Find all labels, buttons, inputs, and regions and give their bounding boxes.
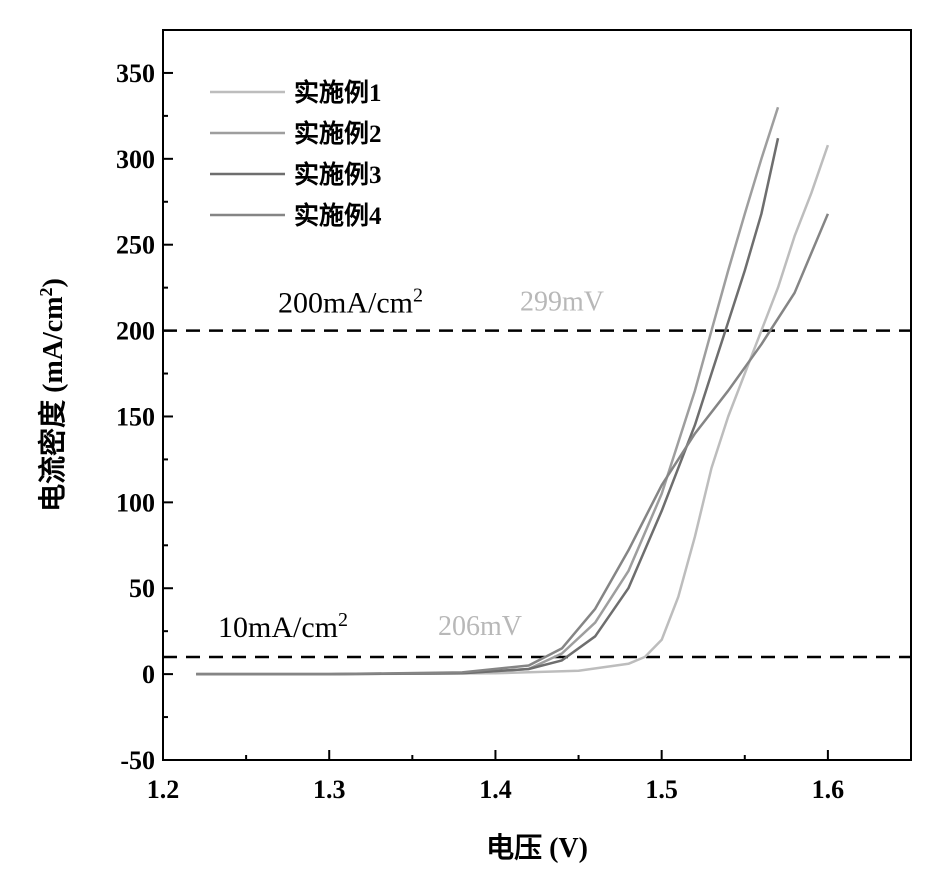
y-tick-label: 300 (116, 145, 155, 174)
series-line-1 (196, 144, 830, 676)
y-tick-label: 50 (129, 574, 155, 603)
plot-frame (162, 29, 912, 761)
y-tick-label: -50 (120, 746, 155, 775)
x-tick-label: 1.4 (479, 775, 512, 804)
x-axis: 1.2 1.3 1.4 1.5 1.6 (147, 750, 844, 804)
y-axis: -50 0 50 100 150 200 250 300 350 (116, 29, 173, 775)
series-lines (196, 106, 830, 676)
x-tick-label: 1.3 (313, 775, 346, 804)
x-tick-label: 1.5 (645, 775, 678, 804)
reference-label-2: 10mA/cm2 (218, 609, 348, 644)
x-tick-label: 1.6 (812, 775, 845, 804)
reference-lines (163, 329, 911, 659)
x-tick-label: 1.2 (147, 775, 180, 804)
reference-label-1: 200mA/cm2 (278, 285, 423, 320)
series-line-4 (196, 213, 830, 676)
y-tick-label: 100 (116, 488, 155, 517)
series-line-3 (196, 137, 780, 676)
y-axis-title-main: 电流密度 (mA/cm (36, 296, 69, 511)
y-tick-label: 0 (142, 660, 155, 689)
series-line-2 (196, 106, 780, 676)
y-axis-title-sup: 2 (36, 287, 56, 296)
legend-label-4: 实施例4 (294, 201, 382, 230)
y-axis-title: 电流密度 (mA/cm2) (36, 278, 69, 512)
y-axis-title-end: ) (38, 278, 69, 287)
reference-labels: 200mA/cm2 299mV 10mA/cm2 206mV (218, 285, 604, 644)
legend-label-2: 实施例2 (294, 119, 382, 148)
x-axis-title: 电压 (V) (486, 832, 588, 864)
overpotential-label-2: 206mV (438, 611, 522, 642)
legend: 实施例1 实施例2 实施例3 实施例4 (210, 78, 382, 230)
y-tick-label: 150 (116, 402, 155, 431)
y-tick-label: 350 (116, 59, 155, 88)
y-tick-label: 200 (116, 317, 155, 346)
y-tick-label: 250 (116, 231, 155, 260)
legend-label-1: 实施例1 (294, 78, 382, 107)
overpotential-label-1: 299mV (520, 287, 604, 318)
legend-label-3: 实施例3 (294, 160, 382, 189)
